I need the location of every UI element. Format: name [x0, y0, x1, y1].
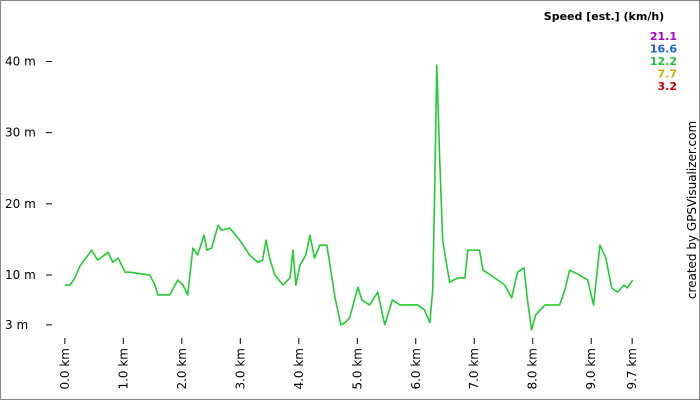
legend-value: 12.2 [650, 55, 677, 68]
legend-value: 16.6 [650, 43, 677, 56]
y-tick-label: 20 m [5, 197, 36, 211]
x-tick-label: 2.0 km [175, 348, 189, 390]
x-tick-label: 8.0 km [526, 348, 540, 390]
x-tick-label: 1.0 km [116, 348, 130, 390]
legend-value: 21.1 [650, 30, 677, 43]
legend-value: 3.2 [658, 80, 678, 93]
legend-value: 7.7 [658, 68, 678, 81]
elevation-line [64, 64, 634, 331]
x-tick-label: 4.0 km [292, 348, 306, 390]
x-tick-label: 0.0 km [58, 348, 72, 390]
credit: created by GPSVisualizer.com [685, 121, 699, 299]
x-tick-label: 6.0 km [409, 348, 423, 390]
y-tick-label: 3 m [5, 318, 28, 332]
x-tick-label: 5.0 km [350, 348, 364, 390]
legend-title: Speed [est.] (km/h) [544, 10, 664, 23]
x-tick-label: 9.7 km [625, 348, 639, 390]
y-tick-label: 10 m [5, 268, 36, 282]
x-tick-label: 7.0 km [467, 348, 481, 390]
y-tick-label: 40 m [5, 54, 36, 68]
y-tick-label: 30 m [5, 126, 36, 140]
x-tick-label: 3.0 km [233, 348, 247, 390]
x-tick-label: 9.0 km [584, 348, 598, 390]
